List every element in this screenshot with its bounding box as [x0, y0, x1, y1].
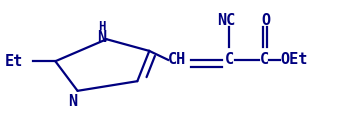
Text: O: O: [261, 13, 270, 28]
Text: CH: CH: [168, 52, 186, 67]
Text: C: C: [260, 52, 269, 67]
Text: N: N: [97, 30, 106, 45]
Text: C: C: [224, 52, 234, 67]
Text: NC: NC: [217, 13, 236, 28]
Text: H: H: [98, 20, 105, 33]
Text: Et: Et: [5, 54, 23, 69]
Text: OEt: OEt: [281, 52, 308, 67]
Text: N: N: [68, 94, 77, 109]
